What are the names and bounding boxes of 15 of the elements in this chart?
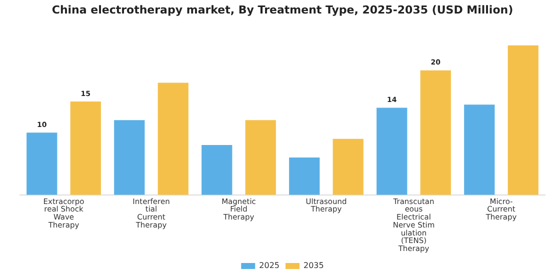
bar (376, 108, 408, 195)
bar (245, 120, 276, 195)
legend-label: 2035 (304, 261, 324, 270)
bar (158, 82, 188, 195)
bar (202, 145, 232, 195)
bar (114, 120, 145, 195)
bar (289, 158, 320, 195)
bar (332, 138, 364, 195)
bar (26, 132, 58, 195)
bar (508, 45, 538, 195)
bar (70, 101, 101, 195)
legend-label: 2025 (259, 261, 280, 270)
bar (464, 104, 495, 195)
bar (420, 70, 451, 195)
chart-title: China electrotherapy market, By Treatment Type, 2025-2035 (USD Million) (52, 3, 514, 16)
